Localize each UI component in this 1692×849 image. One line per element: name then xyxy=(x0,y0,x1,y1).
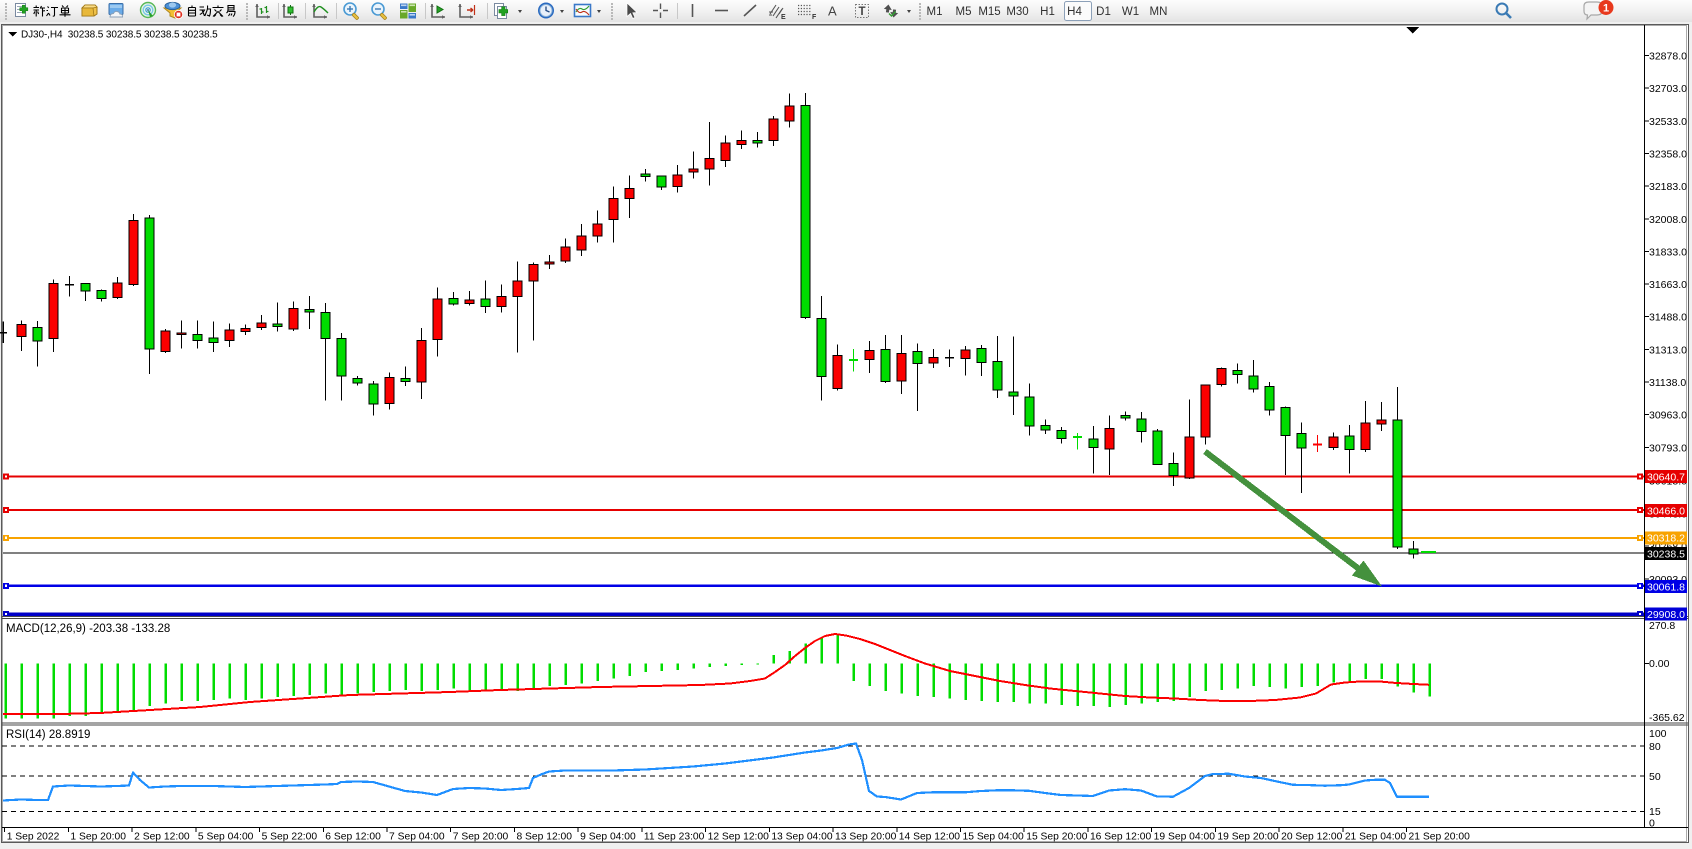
svg-text:2 Sep 12:00: 2 Sep 12:00 xyxy=(134,832,190,843)
svg-text:14 Sep 12:00: 14 Sep 12:00 xyxy=(899,832,961,843)
svg-text:F: F xyxy=(812,14,817,21)
svg-text:MACD(12,26,9) -203.38 -133.28: MACD(12,26,9) -203.38 -133.28 xyxy=(6,623,170,635)
svg-text:15: 15 xyxy=(1649,806,1661,818)
svg-text:7 Sep 04:00: 7 Sep 04:00 xyxy=(389,832,445,843)
svg-text:H4: H4 xyxy=(1067,6,1082,18)
svg-text:8 Sep 12:00: 8 Sep 12:00 xyxy=(516,832,572,843)
svg-text:32008.0: 32008.0 xyxy=(1649,214,1687,226)
svg-text:80: 80 xyxy=(1649,741,1661,753)
svg-text:A: A xyxy=(828,4,837,19)
svg-text:20 Sep 12:00: 20 Sep 12:00 xyxy=(1281,832,1343,843)
svg-text:M15: M15 xyxy=(978,6,1000,18)
svg-text:7 Sep 20:00: 7 Sep 20:00 xyxy=(453,832,509,843)
svg-text:30238.5: 30238.5 xyxy=(1647,548,1685,560)
svg-text:0.00: 0.00 xyxy=(1649,658,1670,670)
svg-text:DJ30-,H4 30238.5 30238.5 3023: DJ30-,H4 30238.5 30238.5 30238.5 30238.5 xyxy=(21,30,218,41)
svg-text:30318.2: 30318.2 xyxy=(1647,533,1685,545)
svg-text:31488.0: 31488.0 xyxy=(1649,311,1687,323)
svg-text:30640.7: 30640.7 xyxy=(1647,471,1685,483)
svg-text:MN: MN xyxy=(1150,6,1168,18)
svg-text:W1: W1 xyxy=(1122,6,1139,18)
svg-text:19 Sep 04:00: 19 Sep 04:00 xyxy=(1154,832,1216,843)
svg-text:T: T xyxy=(859,6,866,18)
svg-text:13 Sep 04:00: 13 Sep 04:00 xyxy=(771,832,833,843)
svg-text:32533.0: 32533.0 xyxy=(1649,116,1687,128)
svg-text:31833.0: 31833.0 xyxy=(1649,246,1687,258)
svg-text:6 Sep 12:00: 6 Sep 12:00 xyxy=(325,832,381,843)
svg-text:-365.62: -365.62 xyxy=(1649,712,1685,724)
svg-text:32703.0: 32703.0 xyxy=(1649,83,1687,95)
svg-text:30793.0: 30793.0 xyxy=(1649,442,1687,454)
svg-text:16 Sep 12:00: 16 Sep 12:00 xyxy=(1090,832,1152,843)
svg-text:E: E xyxy=(781,14,786,21)
svg-text:12 Sep 12:00: 12 Sep 12:00 xyxy=(708,832,770,843)
svg-text:32878.0: 32878.0 xyxy=(1649,50,1687,62)
svg-text:19 Sep 20:00: 19 Sep 20:00 xyxy=(1217,832,1279,843)
svg-text:100: 100 xyxy=(1649,728,1667,740)
svg-text:29908.0: 29908.0 xyxy=(1647,609,1685,621)
svg-text:30061.8: 30061.8 xyxy=(1647,581,1685,593)
svg-text:13 Sep 20:00: 13 Sep 20:00 xyxy=(835,832,897,843)
svg-text:31313.0: 31313.0 xyxy=(1649,344,1687,356)
svg-text:5 Sep 04:00: 5 Sep 04:00 xyxy=(198,832,254,843)
svg-text:H1: H1 xyxy=(1040,6,1055,18)
svg-text:1 Sep 20:00: 1 Sep 20:00 xyxy=(70,832,126,843)
svg-text:21 Sep 20:00: 21 Sep 20:00 xyxy=(1409,832,1471,843)
svg-text:50: 50 xyxy=(1649,771,1661,783)
svg-text:1 Sep 2022: 1 Sep 2022 xyxy=(7,832,60,843)
svg-text:M5: M5 xyxy=(956,6,972,18)
svg-text:0: 0 xyxy=(1649,818,1655,830)
svg-text:21 Sep 04:00: 21 Sep 04:00 xyxy=(1345,832,1407,843)
svg-text:RSI(14) 28.8919: RSI(14) 28.8919 xyxy=(6,729,90,741)
svg-text:9 Sep 04:00: 9 Sep 04:00 xyxy=(580,832,636,843)
svg-text:11 Sep 23:00: 11 Sep 23:00 xyxy=(644,832,705,843)
svg-text:30963.0: 30963.0 xyxy=(1649,409,1687,421)
svg-text:32358.0: 32358.0 xyxy=(1649,148,1687,160)
svg-text:M1: M1 xyxy=(927,6,943,18)
svg-text:270.8: 270.8 xyxy=(1649,620,1675,632)
svg-text:30466.0: 30466.0 xyxy=(1647,505,1685,517)
svg-text:5 Sep 22:00: 5 Sep 22:00 xyxy=(262,832,318,843)
svg-text:1: 1 xyxy=(1603,3,1609,15)
svg-text:31138.0: 31138.0 xyxy=(1649,377,1686,389)
svg-text:31663.0: 31663.0 xyxy=(1649,279,1687,291)
svg-text:32183.0: 32183.0 xyxy=(1649,181,1687,193)
svg-text:D1: D1 xyxy=(1096,6,1111,18)
svg-text:M30: M30 xyxy=(1006,6,1028,18)
svg-text:15 Sep 20:00: 15 Sep 20:00 xyxy=(1026,832,1088,843)
svg-text:15 Sep 04:00: 15 Sep 04:00 xyxy=(963,832,1025,843)
